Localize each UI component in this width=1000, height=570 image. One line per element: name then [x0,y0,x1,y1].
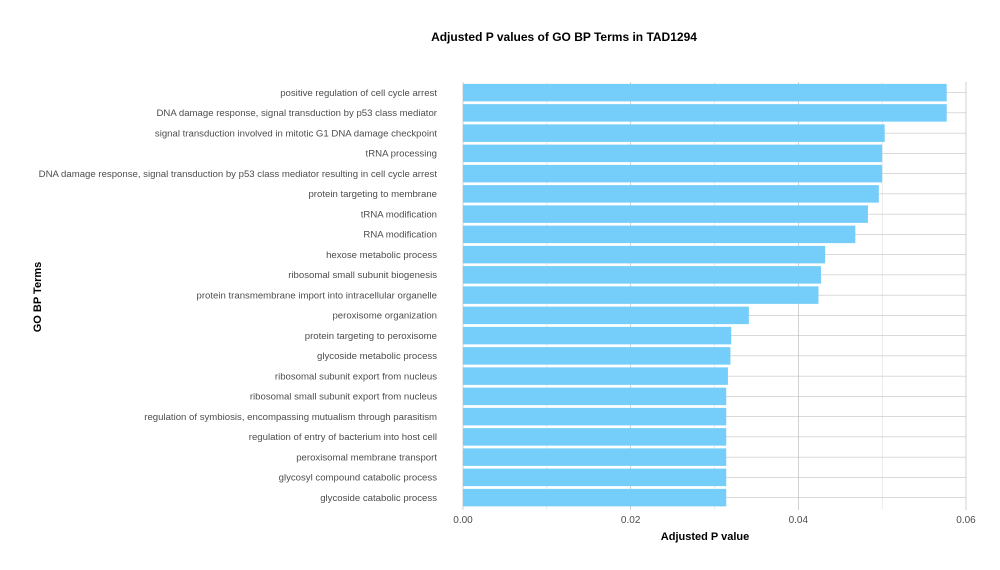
bar [463,144,883,163]
y-axis-title: GO BP Terms [32,262,44,333]
category-label: hexose metabolic process [326,250,437,261]
x-tick-labels: 0.00 0.02 0.04 0.06 [453,515,976,526]
bar [463,83,947,102]
bar [463,245,826,264]
bar-layer [463,83,947,507]
bar [463,164,883,183]
category-label: RNA modification [363,230,437,241]
category-label: ribosomal subunit export from nucleus [275,371,437,382]
bar [463,124,885,142]
category-label: glycosyl compound catabolic process [279,473,438,484]
x-tick-label: 0.04 [789,515,809,526]
category-label: peroxisome organization [332,311,437,322]
bar [463,326,732,345]
bar [463,367,728,385]
bar [463,225,856,244]
bar [463,286,819,304]
x-tick-label: 0.02 [621,515,641,526]
bar [463,428,727,446]
category-label: protein transmembrane import into intrac… [197,290,438,301]
category-label: peroxisomal membrane transport [296,452,437,463]
bar [463,266,821,284]
category-label: tRNA modification [361,209,437,220]
category-label: ribosomal small subunit biogenesis [288,270,437,281]
category-label: regulation of entry of bacterium into ho… [249,432,437,443]
category-label: DNA damage response, signal transduction… [156,108,437,119]
category-label: ribosomal small subunit export from nucl… [250,392,437,403]
category-label: regulation of symbiosis, encompassing mu… [144,412,437,423]
category-label: protein targeting to membrane [308,189,437,200]
category-label: signal transduction involved in mitotic … [155,128,437,139]
chart-title: Adjusted P values of GO BP Terms in TAD1… [431,30,697,44]
category-label: tRNA processing [366,149,437,160]
bar [463,205,868,223]
x-tick-label: 0.00 [453,515,473,526]
category-label: glycoside metabolic process [317,351,437,362]
category-labels: positive regulation of cell cycle arrest… [39,88,438,504]
x-tick-label: 0.06 [956,515,976,526]
bar [463,104,947,122]
x-axis-title: Adjusted P value [661,531,749,543]
bar [463,488,727,507]
category-label: glycoside catabolic process [320,493,437,504]
bar [463,448,727,466]
bar [463,468,727,487]
category-label: positive regulation of cell cycle arrest [280,88,437,99]
bar [463,306,749,325]
bar [463,387,727,406]
category-label: protein targeting to peroxisome [305,331,437,342]
bar [463,407,727,426]
bar [463,185,879,203]
category-label: DNA damage response, signal transduction… [39,169,438,180]
bar [463,347,731,365]
